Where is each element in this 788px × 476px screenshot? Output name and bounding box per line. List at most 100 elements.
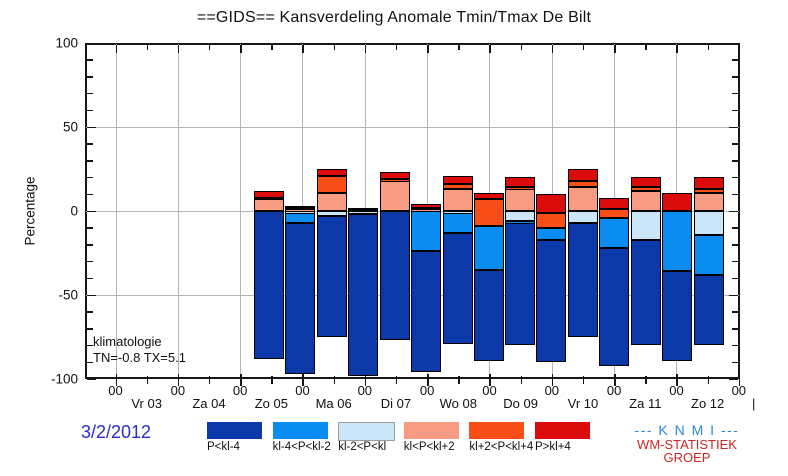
legend-swatch — [535, 422, 590, 439]
bar-segment — [316, 175, 347, 193]
bar-segment — [285, 212, 315, 223]
legend-swatch — [207, 422, 262, 439]
x-tick-minor-top — [645, 45, 647, 50]
x-tick-minor-top — [271, 45, 273, 50]
x-tick-minor-top — [208, 45, 211, 50]
bar-segment — [662, 211, 693, 272]
x-day-label: Za 11 — [629, 396, 662, 411]
bar-segment — [347, 214, 378, 376]
y-tick-right — [729, 210, 738, 212]
bar-segment — [536, 227, 567, 240]
y-tick-label: 0 — [70, 203, 78, 219]
x-tick-minor-bottom — [395, 376, 398, 384]
bar-segment — [631, 239, 662, 346]
y-tick-left — [87, 311, 93, 313]
legend-swatch — [403, 422, 459, 439]
bar-segment — [442, 189, 473, 211]
y-tick-left — [87, 294, 96, 296]
x-hour-label: 00 — [108, 383, 123, 398]
y-tick-right — [732, 76, 738, 78]
bar-segment — [410, 204, 441, 208]
x-tick-minor-bottom — [520, 376, 523, 384]
bar-segment — [379, 211, 410, 341]
bar-segment — [505, 222, 536, 346]
v-gridline — [177, 44, 179, 378]
x-tick-minor-bottom — [271, 376, 273, 384]
y-tick-right — [732, 244, 738, 246]
y-tick-right — [732, 59, 738, 61]
bar-segment — [631, 190, 662, 211]
bar-segment — [442, 184, 473, 190]
bar-segment — [254, 199, 284, 211]
y-tick-left — [87, 92, 93, 95]
v-gridline — [115, 44, 117, 378]
x-hour-label: 00 — [170, 383, 186, 398]
legend-label: kl-2<P<kl — [338, 441, 387, 453]
bar-segment — [473, 226, 504, 270]
bar-segment — [410, 211, 441, 252]
x-tick-minor-bottom — [208, 376, 211, 384]
bar-segment — [693, 192, 724, 211]
x-tick-major-top — [551, 45, 554, 53]
bar-segment — [693, 211, 724, 235]
x-tick-major-bottom — [551, 374, 554, 386]
x-day-label: Zo 05 — [254, 396, 288, 411]
y-tick-left — [87, 210, 96, 212]
bar-segment — [568, 169, 599, 181]
x-hour-label: 00 — [232, 383, 248, 398]
bar-segment — [599, 247, 630, 366]
bar-segment — [379, 180, 410, 211]
x-tick-minor-bottom — [707, 376, 710, 384]
y-tick-right — [732, 176, 738, 179]
x-tick-major-bottom — [676, 374, 678, 386]
bar-segment — [631, 187, 662, 191]
y-tick-right — [732, 227, 738, 229]
y-tick-label: -50 — [58, 287, 78, 303]
x-day-label: Zo 12 — [691, 396, 725, 411]
bar-segment — [599, 209, 630, 218]
y-tick-right — [732, 311, 738, 313]
x-tick-major-bottom — [115, 374, 117, 386]
bar-segment — [254, 190, 284, 198]
x-tick-minor-top — [458, 45, 460, 50]
legend-label: kl<P<kl+2 — [403, 441, 455, 453]
bar-segment — [285, 222, 315, 374]
y-tick-left — [87, 126, 96, 128]
x-tick-major-top — [240, 45, 242, 53]
knmi-brand-text: --- K N M I --- — [634, 422, 740, 438]
y-tick-right — [732, 361, 738, 364]
wm-groep-text: GROEP — [663, 450, 711, 465]
x-tick-major-top — [115, 45, 117, 53]
y-tick-left — [87, 76, 93, 78]
x-axis-end-mark: | — [752, 396, 756, 411]
x-tick-major-top — [177, 45, 180, 53]
y-tick-left — [87, 227, 93, 229]
x-tick-major-bottom — [240, 374, 242, 386]
bar-segment — [505, 189, 536, 211]
x-tick-minor-bottom — [146, 376, 149, 384]
y-tick-left — [87, 59, 93, 61]
x-tick-major-top — [427, 45, 429, 53]
bar-segment — [379, 172, 410, 180]
y-tick-left — [87, 344, 93, 347]
x-tick-minor-top — [520, 45, 523, 50]
x-tick-minor-bottom — [582, 376, 585, 384]
bar-segment — [693, 234, 724, 275]
x-tick-major-bottom — [489, 374, 491, 386]
bar-segment — [568, 187, 599, 211]
y-tick-right — [729, 42, 738, 44]
legend-label: kl+2<P<kl+4 — [469, 441, 534, 453]
y-tick-right — [732, 260, 738, 263]
x-hour-label: 00 — [669, 383, 684, 398]
bar-segment — [473, 199, 504, 227]
wm-statistiek-text: WM-STATISTIEK — [637, 437, 737, 452]
y-tick-left — [87, 42, 96, 44]
bar-segment — [505, 211, 536, 222]
y-tick-right — [732, 92, 738, 95]
bar-segment — [410, 251, 441, 373]
x-tick-major-bottom — [738, 374, 741, 386]
bar-segment — [631, 211, 662, 240]
bar-segment — [568, 180, 599, 188]
y-tick-right — [732, 109, 738, 112]
